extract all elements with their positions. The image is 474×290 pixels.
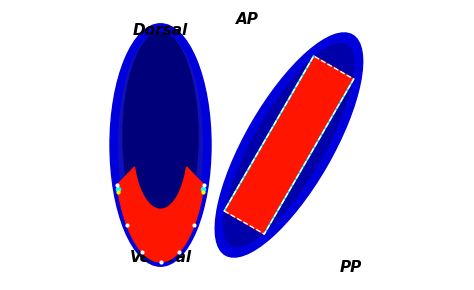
Polygon shape (224, 56, 354, 234)
Text: AP: AP (236, 12, 258, 27)
Ellipse shape (123, 32, 198, 240)
Ellipse shape (110, 24, 211, 266)
Ellipse shape (215, 33, 363, 257)
Ellipse shape (118, 32, 202, 258)
Text: PP: PP (340, 260, 362, 275)
Polygon shape (117, 167, 204, 262)
Text: Dorsal: Dorsal (133, 23, 188, 39)
Text: Ventral: Ventral (129, 250, 191, 265)
Ellipse shape (224, 44, 354, 246)
